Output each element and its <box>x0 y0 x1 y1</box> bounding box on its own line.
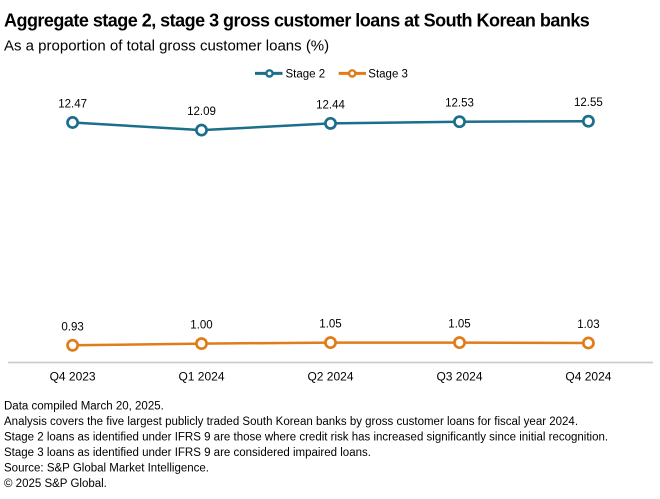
svg-text:Aggregate stage 2, stage 3 gro: Aggregate stage 2, stage 3 gross custome… <box>4 11 590 31</box>
svg-text:12.44: 12.44 <box>316 99 345 111</box>
svg-text:0.93: 0.93 <box>61 321 83 333</box>
svg-text:12.09: 12.09 <box>187 106 216 118</box>
svg-text:Analysis covers the five large: Analysis covers the five largest publicl… <box>4 416 578 428</box>
svg-text:1.00: 1.00 <box>190 320 212 332</box>
svg-text:Stage 3: Stage 3 <box>368 69 408 81</box>
svg-text:Q4 2024: Q4 2024 <box>565 370 611 384</box>
svg-text:Stage 2: Stage 2 <box>286 69 326 81</box>
svg-text:Q4 2023: Q4 2023 <box>50 370 96 384</box>
svg-text:12.53: 12.53 <box>445 98 474 110</box>
svg-text:Source: S&P Global Market Inte: Source: S&P Global Market Intelligence. <box>4 462 209 474</box>
svg-text:As a proportion of total gross: As a proportion of total gross customer … <box>4 38 329 55</box>
svg-text:12.55: 12.55 <box>574 97 603 109</box>
svg-text:Stage 3 loans as identified un: Stage 3 loans as identified under IFRS 9… <box>4 447 371 459</box>
svg-text:Stage 2 loans as identified un: Stage 2 loans as identified under IFRS 9… <box>4 431 608 443</box>
svg-text:Data compiled March 20, 2025.: Data compiled March 20, 2025. <box>4 400 164 412</box>
svg-text:Q3 2024: Q3 2024 <box>436 370 482 384</box>
svg-text:1.05: 1.05 <box>319 319 341 331</box>
svg-text:Q1 2024: Q1 2024 <box>178 370 224 384</box>
svg-text:© 2025 S&P Global.: © 2025 S&P Global. <box>4 478 107 490</box>
svg-text:12.47: 12.47 <box>58 99 87 111</box>
svg-text:1.05: 1.05 <box>448 319 470 331</box>
svg-text:1.03: 1.03 <box>577 319 599 331</box>
svg-text:Q2 2024: Q2 2024 <box>307 370 353 384</box>
